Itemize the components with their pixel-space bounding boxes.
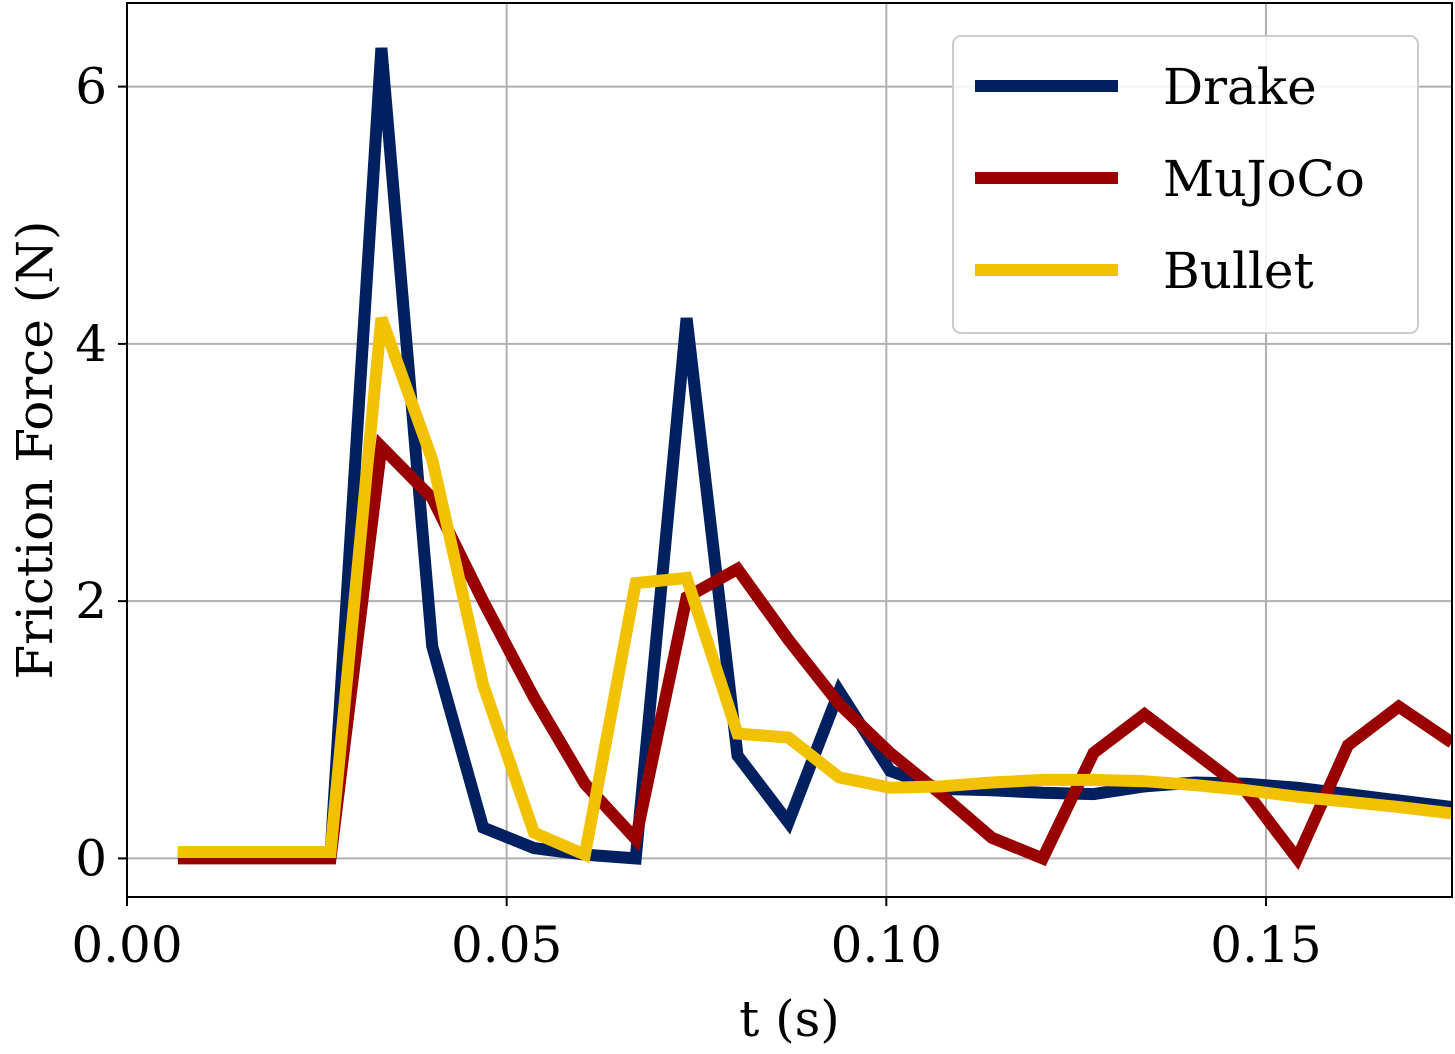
legend-label: Drake xyxy=(1163,58,1317,116)
x-tick-label: 0.00 xyxy=(71,916,182,974)
x-tick-label: 0.10 xyxy=(831,916,942,974)
series-line-bullet xyxy=(177,316,1452,864)
y-tick-label: 2 xyxy=(75,572,107,630)
series-line-mujoco xyxy=(177,433,1452,871)
legend-label: Bullet xyxy=(1163,242,1314,300)
legend-box xyxy=(952,35,1419,334)
legend-label: MuJoCo xyxy=(1163,150,1365,208)
y-axis-title: Friction Force (N) xyxy=(6,220,64,679)
x-axis-title: t (s) xyxy=(739,990,840,1048)
x-tick-label: 0.15 xyxy=(1210,916,1321,974)
y-tick-label: 4 xyxy=(75,315,107,373)
y-tick-label: 6 xyxy=(75,58,107,116)
x-tick-label: 0.05 xyxy=(451,916,562,974)
axis-ticks: 0.00 0.05 0.10 0.15 0 2 4 6 xyxy=(71,58,1321,974)
plot-area xyxy=(177,47,1452,871)
y-tick-label: 0 xyxy=(75,829,107,887)
legend: Drake MuJoCo Bullet xyxy=(952,35,1419,334)
plot-frame xyxy=(126,2,1453,898)
